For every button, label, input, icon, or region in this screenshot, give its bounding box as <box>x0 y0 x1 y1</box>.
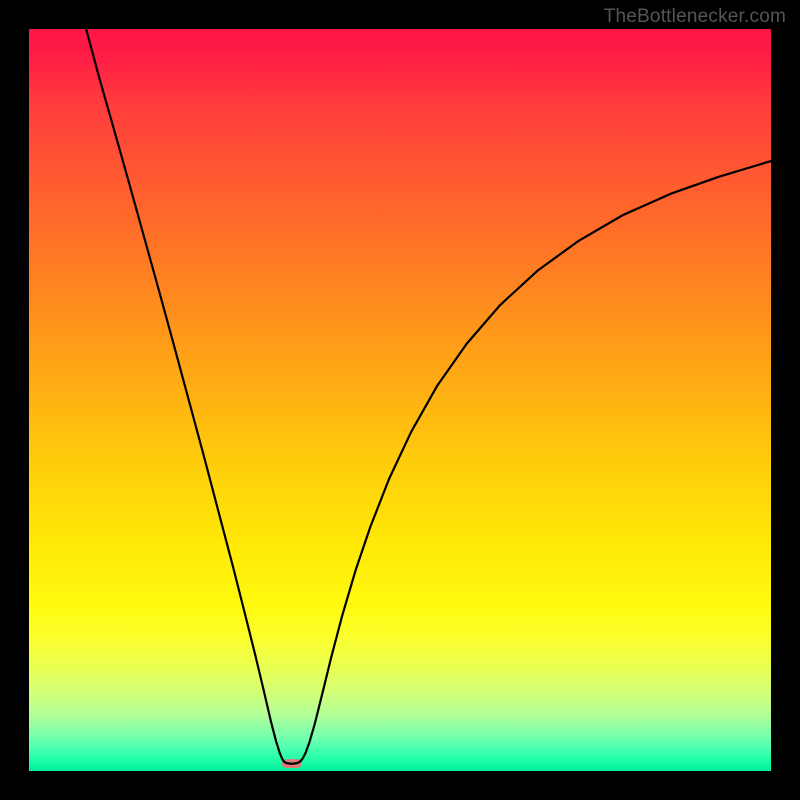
chart-plot-area <box>29 29 771 771</box>
watermark-text: TheBottlenecker.com <box>604 6 786 28</box>
chart-background <box>29 29 771 771</box>
chart-svg <box>29 29 771 771</box>
